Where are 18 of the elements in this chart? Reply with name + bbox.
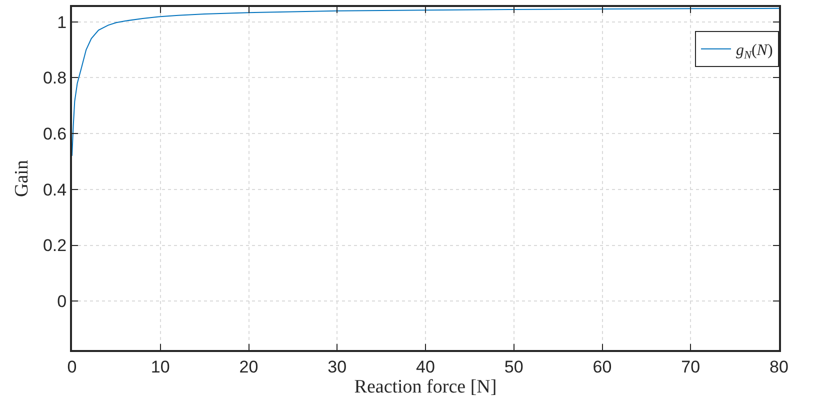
- y-tick-label: 0.2: [42, 236, 67, 256]
- y-tick-label: 0: [57, 292, 67, 312]
- line-series: [72, 8, 779, 156]
- x-tick-label: 50: [504, 357, 524, 376]
- x-tick-label: 80: [770, 357, 788, 376]
- y-tick-label: 0.6: [42, 124, 67, 144]
- x-axis-title: Reaction force [N]: [354, 376, 497, 398]
- x-tick-label: 70: [681, 357, 700, 376]
- y-tick-label: 1: [57, 12, 67, 32]
- x-tick-label: 30: [328, 357, 347, 376]
- y-axis-title: Gain: [11, 160, 32, 197]
- x-tick-label: 60: [592, 357, 612, 376]
- x-tick-label: 10: [150, 357, 170, 376]
- x-tick-label: 20: [239, 357, 258, 376]
- x-tick-label: 40: [416, 357, 435, 376]
- legend-label: g$_{N}$(N): [736, 42, 773, 62]
- y-tick-label: 0.4: [42, 180, 67, 200]
- y-tick-label: 0.8: [42, 68, 67, 88]
